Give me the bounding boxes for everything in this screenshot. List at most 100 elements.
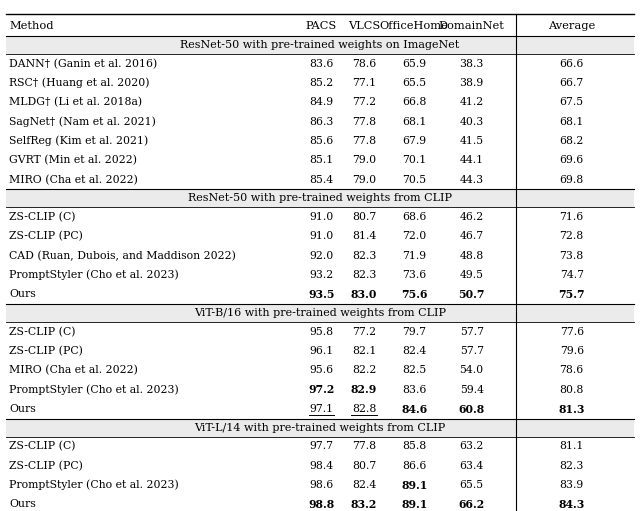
Text: 73.6: 73.6 bbox=[402, 270, 426, 280]
Text: 68.1: 68.1 bbox=[559, 117, 584, 127]
Text: Average: Average bbox=[548, 21, 595, 31]
Text: 83.2: 83.2 bbox=[351, 499, 377, 510]
Text: 98.6: 98.6 bbox=[309, 480, 333, 490]
Text: Ours: Ours bbox=[9, 289, 36, 299]
Text: 77.8: 77.8 bbox=[352, 442, 376, 451]
Text: 66.6: 66.6 bbox=[559, 59, 584, 69]
Text: 74.7: 74.7 bbox=[560, 270, 584, 280]
Text: MLDG† (Li et al. 2018a): MLDG† (Li et al. 2018a) bbox=[9, 97, 142, 107]
Text: 79.0: 79.0 bbox=[352, 155, 376, 166]
Text: 68.1: 68.1 bbox=[402, 117, 426, 127]
Text: 66.2: 66.2 bbox=[458, 499, 484, 510]
Text: 63.4: 63.4 bbox=[460, 461, 484, 471]
Text: 41.5: 41.5 bbox=[460, 136, 484, 146]
Text: ViT-L/14 with pre-trained weights from CLIP: ViT-L/14 with pre-trained weights from C… bbox=[195, 423, 445, 433]
Text: 57.7: 57.7 bbox=[460, 346, 484, 356]
Text: 82.8: 82.8 bbox=[352, 404, 376, 414]
Text: 70.5: 70.5 bbox=[403, 175, 426, 184]
Text: 66.8: 66.8 bbox=[402, 98, 426, 107]
Text: 89.1: 89.1 bbox=[401, 499, 428, 510]
Text: ZS-CLIP (C): ZS-CLIP (C) bbox=[9, 212, 76, 222]
Text: 97.2: 97.2 bbox=[308, 384, 335, 395]
Text: 75.6: 75.6 bbox=[401, 289, 428, 300]
Text: PromptStyler (Cho et al. 2023): PromptStyler (Cho et al. 2023) bbox=[9, 480, 179, 491]
Text: 50.7: 50.7 bbox=[458, 289, 485, 300]
Text: ZS-CLIP (C): ZS-CLIP (C) bbox=[9, 441, 76, 452]
Text: 82.2: 82.2 bbox=[352, 365, 376, 376]
Text: DANN† (Ganin et al. 2016): DANN† (Ganin et al. 2016) bbox=[9, 59, 157, 69]
Text: 77.2: 77.2 bbox=[352, 98, 376, 107]
Text: 69.6: 69.6 bbox=[559, 155, 584, 166]
Text: MIRO (Cha et al. 2022): MIRO (Cha et al. 2022) bbox=[9, 175, 138, 185]
Text: VLCS: VLCS bbox=[348, 21, 380, 31]
Text: 96.1: 96.1 bbox=[309, 346, 333, 356]
Text: 83.9: 83.9 bbox=[559, 480, 584, 490]
Text: 60.8: 60.8 bbox=[458, 404, 484, 414]
Text: 46.7: 46.7 bbox=[460, 231, 484, 241]
Text: 71.9: 71.9 bbox=[403, 251, 426, 261]
Text: 95.6: 95.6 bbox=[309, 365, 333, 376]
Text: RSC† (Huang et al. 2020): RSC† (Huang et al. 2020) bbox=[9, 78, 150, 88]
Text: 80.7: 80.7 bbox=[352, 461, 376, 471]
Text: 91.0: 91.0 bbox=[309, 212, 333, 222]
Text: 77.2: 77.2 bbox=[352, 327, 376, 337]
Text: 67.9: 67.9 bbox=[403, 136, 426, 146]
Text: 78.6: 78.6 bbox=[559, 365, 584, 376]
Text: OfficeHome: OfficeHome bbox=[380, 21, 449, 31]
Text: 82.3: 82.3 bbox=[559, 461, 584, 471]
Bar bbox=[6, 304, 634, 322]
Text: 81.3: 81.3 bbox=[559, 404, 585, 414]
Text: 65.5: 65.5 bbox=[403, 78, 426, 88]
Text: SelfReg (Kim et al. 2021): SelfReg (Kim et al. 2021) bbox=[9, 136, 148, 146]
Text: 89.1: 89.1 bbox=[401, 479, 428, 491]
Text: 98.8: 98.8 bbox=[308, 499, 334, 510]
Text: 85.6: 85.6 bbox=[309, 136, 333, 146]
Text: SagNet† (Nam et al. 2021): SagNet† (Nam et al. 2021) bbox=[9, 117, 156, 127]
Text: 41.2: 41.2 bbox=[460, 98, 484, 107]
Text: 84.6: 84.6 bbox=[401, 404, 428, 414]
Text: 57.7: 57.7 bbox=[460, 327, 484, 337]
Text: 66.7: 66.7 bbox=[559, 78, 584, 88]
Bar bbox=[6, 190, 634, 207]
Text: 85.2: 85.2 bbox=[309, 78, 333, 88]
Text: 67.5: 67.5 bbox=[559, 98, 584, 107]
Text: 63.2: 63.2 bbox=[460, 442, 484, 451]
Text: 85.8: 85.8 bbox=[402, 442, 426, 451]
Text: 40.3: 40.3 bbox=[460, 117, 484, 127]
Text: ViT-B/16 with pre-trained weights from CLIP: ViT-B/16 with pre-trained weights from C… bbox=[194, 308, 446, 318]
Text: 77.6: 77.6 bbox=[559, 327, 584, 337]
Text: 49.5: 49.5 bbox=[460, 270, 484, 280]
Text: 80.8: 80.8 bbox=[559, 385, 584, 394]
Text: 82.5: 82.5 bbox=[402, 365, 426, 376]
Text: 68.2: 68.2 bbox=[559, 136, 584, 146]
Text: 93.2: 93.2 bbox=[309, 270, 333, 280]
Text: 82.3: 82.3 bbox=[352, 251, 376, 261]
Text: ZS-CLIP (PC): ZS-CLIP (PC) bbox=[9, 460, 83, 471]
Text: 98.4: 98.4 bbox=[309, 461, 333, 471]
Text: 82.3: 82.3 bbox=[352, 270, 376, 280]
Text: 54.0: 54.0 bbox=[460, 365, 484, 376]
Text: 83.6: 83.6 bbox=[309, 59, 333, 69]
Text: 79.6: 79.6 bbox=[559, 346, 584, 356]
Text: PromptStyler (Cho et al. 2023): PromptStyler (Cho et al. 2023) bbox=[9, 384, 179, 395]
Text: 77.8: 77.8 bbox=[352, 117, 376, 127]
Text: 92.0: 92.0 bbox=[309, 251, 333, 261]
Text: 82.4: 82.4 bbox=[402, 346, 426, 356]
Text: 46.2: 46.2 bbox=[460, 212, 484, 222]
Text: PromptStyler (Cho et al. 2023): PromptStyler (Cho et al. 2023) bbox=[9, 270, 179, 281]
Text: 83.0: 83.0 bbox=[351, 289, 377, 300]
Text: GVRT (Min et al. 2022): GVRT (Min et al. 2022) bbox=[9, 155, 137, 166]
Text: 48.8: 48.8 bbox=[460, 251, 484, 261]
Text: 77.8: 77.8 bbox=[352, 136, 376, 146]
Bar bbox=[6, 36, 634, 54]
Text: 84.3: 84.3 bbox=[559, 499, 585, 510]
Bar bbox=[6, 419, 634, 437]
Text: Ours: Ours bbox=[9, 499, 36, 509]
Text: 82.4: 82.4 bbox=[352, 480, 376, 490]
Text: 38.9: 38.9 bbox=[460, 78, 484, 88]
Text: 65.5: 65.5 bbox=[460, 480, 484, 490]
Text: 38.3: 38.3 bbox=[460, 59, 484, 69]
Text: 85.1: 85.1 bbox=[309, 155, 333, 166]
Text: 81.4: 81.4 bbox=[352, 231, 376, 241]
Text: 93.5: 93.5 bbox=[308, 289, 335, 300]
